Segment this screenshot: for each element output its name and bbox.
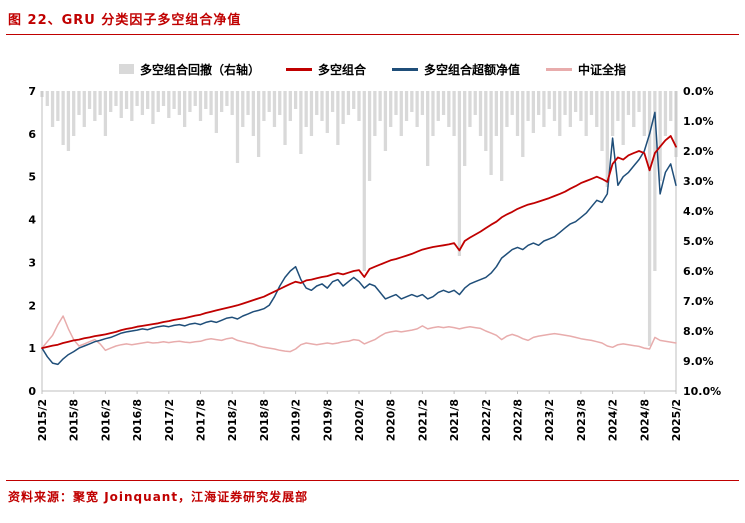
legend-label: 多空组合回撤（右轴） xyxy=(139,62,260,77)
left-axis-labels: 0 1 2 3 4 5 6 7 xyxy=(28,85,36,398)
svg-text:2017/2: 2017/2 xyxy=(163,399,176,441)
top-divider xyxy=(6,34,739,35)
chart-svg: 0 1 2 3 4 5 6 7 0.0% 1.0% 2.0% 3.0% 4.0% 5.0% 6.0% 7.0%… xyxy=(28,85,721,441)
x-axis-labels: 2015/2 2015/8 2016/2 2016/8 2017/2 2017/8 2018… xyxy=(36,391,683,441)
svg-text:2019/8: 2019/8 xyxy=(321,399,334,441)
svg-text:4.0%: 4.0% xyxy=(683,205,714,218)
drawdown-bars xyxy=(40,91,678,346)
axis-lines xyxy=(41,91,677,392)
svg-text:0.0%: 0.0% xyxy=(683,85,714,98)
svg-text:8.0%: 8.0% xyxy=(683,325,714,338)
svg-text:0: 0 xyxy=(28,385,36,398)
figure-title: 图 22、GRU 分类因子多空组合净值 xyxy=(8,13,242,28)
svg-text:2.0%: 2.0% xyxy=(683,145,714,158)
svg-text:2023/8: 2023/8 xyxy=(575,399,588,441)
svg-text:2020/2: 2020/2 xyxy=(353,399,366,441)
legend-item: 多空组合 xyxy=(285,61,366,78)
svg-text:2020/8: 2020/8 xyxy=(385,399,398,441)
svg-text:6.0%: 6.0% xyxy=(683,265,714,278)
svg-text:2023/2: 2023/2 xyxy=(543,399,556,441)
svg-text:9.0%: 9.0% xyxy=(683,355,714,368)
svg-text:2021/8: 2021/8 xyxy=(448,399,461,441)
svg-text:5.0%: 5.0% xyxy=(683,235,714,248)
legend-swatch-line xyxy=(285,67,312,71)
source-text: 聚宽 Joinquant，江海证券研究发展部 xyxy=(73,490,309,504)
svg-text:2015/2: 2015/2 xyxy=(36,399,49,441)
svg-text:2024/2: 2024/2 xyxy=(607,399,620,441)
legend-item: 中证全指 xyxy=(546,61,626,78)
svg-text:2017/8: 2017/8 xyxy=(195,399,208,441)
svg-text:1: 1 xyxy=(28,342,36,355)
line-series xyxy=(41,135,677,349)
legend-swatch-line xyxy=(392,67,418,71)
legend-swatch-bar xyxy=(118,64,134,74)
right-axis-labels: 0.0% 1.0% 2.0% 3.0% 4.0% 5.0% 6.0% 7.0% 8.0% 9.0%… xyxy=(683,85,721,398)
svg-text:2025/2: 2025/2 xyxy=(670,399,683,441)
svg-text:3: 3 xyxy=(28,256,36,269)
bottom-divider xyxy=(6,480,739,481)
line-series xyxy=(41,315,677,353)
figure-title-row: 图 22、GRU 分类因子多空组合净值 xyxy=(0,0,745,34)
svg-text:2018/2: 2018/2 xyxy=(226,399,239,441)
source-prefix: 资料来源： xyxy=(8,490,74,504)
svg-text:7: 7 xyxy=(28,85,36,98)
svg-text:7.0%: 7.0% xyxy=(683,295,714,308)
svg-text:2022/2: 2022/2 xyxy=(480,399,493,441)
svg-text:1.0%: 1.0% xyxy=(683,115,714,128)
svg-text:6: 6 xyxy=(28,128,36,141)
svg-text:2024/8: 2024/8 xyxy=(638,399,651,441)
source-note: 资料来源：聚宽 Joinquant，江海证券研究发展部 xyxy=(0,481,745,505)
legend-swatch-line xyxy=(546,67,573,71)
svg-text:2019/2: 2019/2 xyxy=(290,399,303,441)
svg-text:5: 5 xyxy=(28,171,36,184)
legend-label: 多空组合超额净值 xyxy=(424,62,521,77)
svg-text:2022/8: 2022/8 xyxy=(512,399,525,441)
legend-label: 多空组合 xyxy=(317,62,366,77)
svg-text:3.0%: 3.0% xyxy=(683,175,714,188)
svg-text:2: 2 xyxy=(28,299,36,312)
svg-text:2021/2: 2021/2 xyxy=(416,399,429,441)
svg-text:2018/8: 2018/8 xyxy=(258,399,271,441)
svg-text:10.0%: 10.0% xyxy=(683,385,721,398)
line-series xyxy=(41,111,677,366)
svg-text:2016/8: 2016/8 xyxy=(131,399,144,441)
legend-item: 多空组合回撤（右轴） xyxy=(118,61,260,78)
svg-text:4: 4 xyxy=(28,214,36,227)
legend-item: 多空组合超额净值 xyxy=(392,61,520,78)
legend-label: 中证全指 xyxy=(578,62,627,77)
chart-legend: 多空组合回撤（右轴） 多空组合 多空组合超额净值 中证全指 xyxy=(0,59,745,79)
svg-text:2016/2: 2016/2 xyxy=(99,399,112,441)
svg-text:2015/8: 2015/8 xyxy=(68,399,81,441)
